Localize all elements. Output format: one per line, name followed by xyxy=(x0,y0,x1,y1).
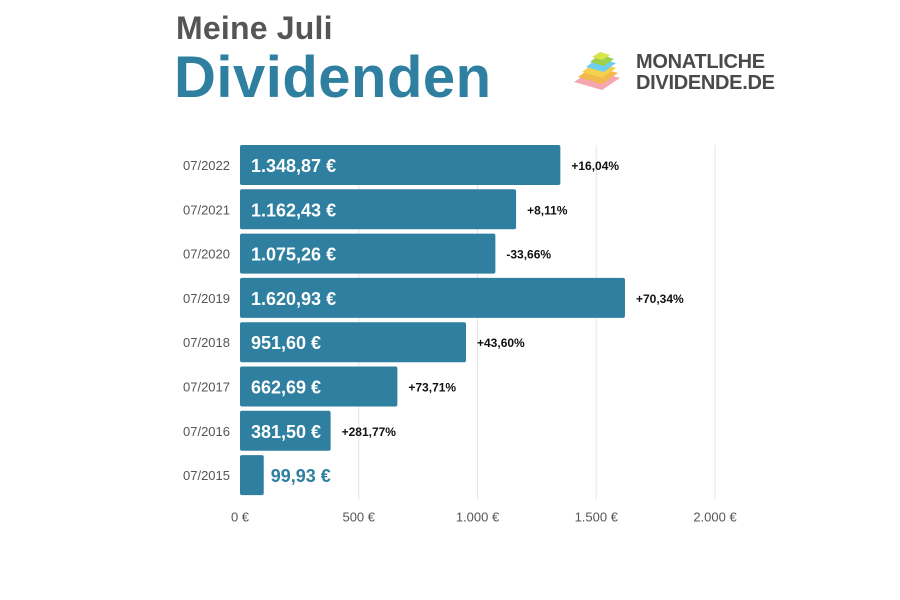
category-label: 07/2016 xyxy=(183,424,230,439)
x-tick-label: 500 € xyxy=(342,509,375,524)
x-tick-label: 1.000 € xyxy=(456,509,500,524)
bar-value-label: 1.348,87 € xyxy=(251,156,336,176)
change-label: +73,71% xyxy=(408,381,456,395)
bar-value-label: 1.162,43 € xyxy=(251,200,336,220)
category-label: 07/2021 xyxy=(183,202,230,217)
x-tick-label: 0 € xyxy=(231,509,250,524)
bar-value-label: 662,69 € xyxy=(251,378,321,398)
change-label: +281,77% xyxy=(342,425,397,439)
bar xyxy=(240,189,517,230)
category-label: 07/2015 xyxy=(183,468,230,483)
chart-title: Dividenden xyxy=(174,45,492,110)
bar xyxy=(240,366,398,407)
bar xyxy=(240,277,625,318)
logo-text-line2: DIVIDENDE.DE xyxy=(636,72,775,94)
bar-value-label: 381,50 € xyxy=(251,422,321,442)
bar xyxy=(240,145,561,185)
category-label: 07/2022 xyxy=(183,158,230,173)
category-label: 07/2019 xyxy=(183,291,230,306)
bar xyxy=(240,455,264,496)
bar xyxy=(240,233,496,274)
change-label: +16,04% xyxy=(571,159,619,173)
change-label: +8,11% xyxy=(527,203,568,217)
bar-value-label: 99,93 € xyxy=(271,466,331,486)
bar-value-label: 1.620,93 € xyxy=(251,289,336,309)
bar-value-label: 1.075,26 € xyxy=(251,245,336,265)
brand-logo[interactable]: MONATLICHE DIVIDENDE.DE xyxy=(572,50,782,98)
bar xyxy=(240,410,331,451)
category-label: 07/2018 xyxy=(183,335,230,350)
change-label: -33,66% xyxy=(506,248,551,262)
category-label: 07/2020 xyxy=(183,247,230,262)
category-label: 07/2017 xyxy=(183,380,230,395)
stacked-blocks-icon xyxy=(574,52,620,90)
chart-subtitle: Meine Juli xyxy=(176,10,333,46)
bar-value-label: 951,60 € xyxy=(251,333,321,353)
x-tick-label: 1.500 € xyxy=(575,509,619,524)
x-tick-label: 2.000 € xyxy=(693,509,737,524)
logo-text-line1: MONATLICHE xyxy=(636,51,765,73)
change-label: +43,60% xyxy=(477,336,525,350)
change-label: +70,34% xyxy=(636,292,684,306)
bar xyxy=(240,322,467,363)
